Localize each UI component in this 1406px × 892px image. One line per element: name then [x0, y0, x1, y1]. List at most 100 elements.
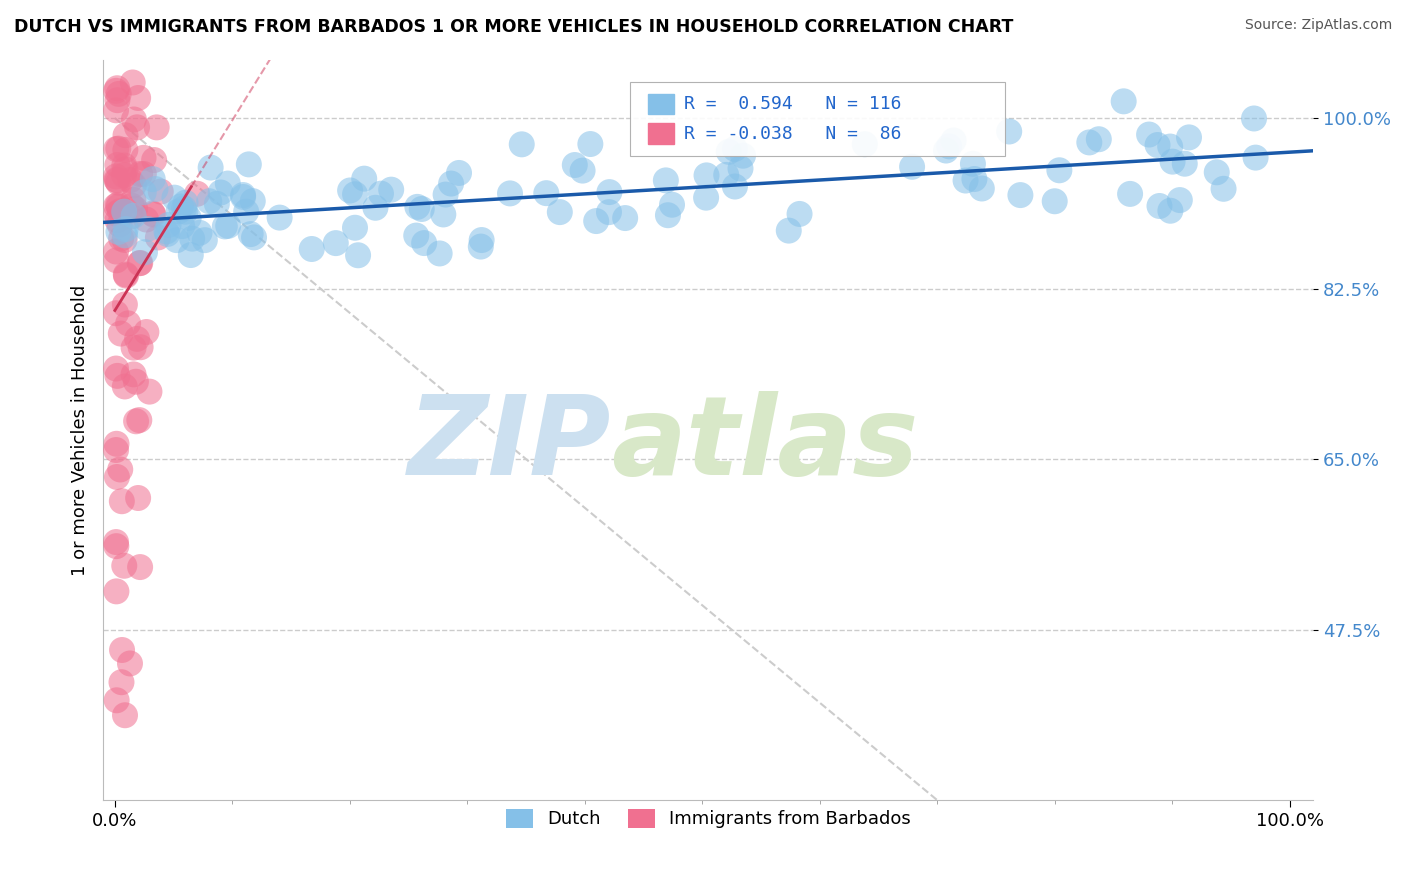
Point — [157, 218, 180, 232]
FancyBboxPatch shape — [630, 82, 1005, 156]
Point — [301, 242, 323, 256]
Point — [186, 186, 208, 201]
Point — [105, 693, 128, 707]
Point — [510, 137, 533, 152]
Point — [129, 340, 152, 354]
Point — [353, 171, 375, 186]
Point — [122, 368, 145, 382]
Point — [181, 232, 204, 246]
Point — [434, 187, 457, 202]
Point — [579, 136, 602, 151]
Point — [447, 166, 470, 180]
Point — [105, 535, 128, 549]
Point — [143, 153, 166, 167]
Point — [114, 128, 136, 143]
Point — [1149, 199, 1171, 213]
Point — [209, 186, 232, 200]
Point — [724, 142, 747, 156]
Point — [370, 186, 392, 201]
Point — [105, 584, 128, 599]
Point — [105, 169, 128, 184]
Point — [155, 224, 177, 238]
Point — [105, 361, 128, 376]
Point — [1174, 157, 1197, 171]
Point — [107, 199, 129, 213]
Point — [188, 226, 211, 240]
Point — [1244, 151, 1267, 165]
Point — [114, 162, 136, 177]
Point — [938, 139, 960, 153]
Point — [107, 176, 129, 190]
Point — [105, 81, 128, 95]
Point — [716, 168, 738, 182]
Point — [429, 246, 451, 260]
Point — [114, 379, 136, 393]
Point — [108, 204, 131, 219]
Point — [125, 120, 148, 135]
Point — [134, 245, 156, 260]
Point — [114, 268, 136, 282]
Point — [200, 161, 222, 175]
Point — [105, 199, 128, 213]
Point — [170, 199, 193, 213]
Point — [970, 181, 993, 195]
Point — [935, 144, 957, 158]
Point — [105, 213, 128, 227]
Point — [901, 160, 924, 174]
Point — [107, 198, 129, 212]
Point — [955, 173, 977, 187]
Point — [105, 173, 128, 187]
Point — [243, 230, 266, 244]
Point — [536, 186, 558, 201]
Point — [564, 158, 586, 172]
Point — [114, 143, 136, 157]
Point — [232, 190, 254, 204]
Point — [112, 168, 135, 182]
Point — [411, 202, 433, 216]
Point — [105, 437, 128, 451]
Point — [1112, 95, 1135, 109]
Point — [136, 222, 159, 236]
Point — [167, 204, 190, 219]
Point — [108, 218, 131, 232]
Point — [107, 368, 129, 383]
Point — [107, 93, 129, 107]
Point — [1088, 132, 1111, 146]
Point — [114, 222, 136, 236]
Point — [132, 151, 155, 165]
Point — [125, 414, 148, 428]
Point — [198, 194, 221, 209]
Text: Source: ZipAtlas.com: Source: ZipAtlas.com — [1244, 18, 1392, 32]
Point — [1043, 194, 1066, 209]
Point — [172, 219, 194, 233]
Point — [112, 204, 135, 219]
Point — [128, 256, 150, 270]
Point — [730, 161, 752, 176]
Point — [145, 182, 167, 196]
Legend: Dutch, Immigrants from Barbados: Dutch, Immigrants from Barbados — [498, 802, 918, 836]
Point — [115, 268, 138, 283]
Point — [853, 137, 876, 152]
Point — [135, 212, 157, 227]
Point — [661, 198, 683, 212]
Point — [107, 142, 129, 156]
Point — [174, 195, 197, 210]
Point — [217, 219, 239, 233]
Point — [413, 235, 436, 250]
Point — [1078, 136, 1101, 150]
Point — [180, 248, 202, 262]
Point — [695, 191, 717, 205]
Point — [129, 256, 152, 270]
Point — [1010, 188, 1032, 202]
Point — [598, 185, 620, 199]
Point — [125, 332, 148, 346]
Point — [120, 210, 142, 224]
Point — [110, 462, 132, 476]
Point — [114, 233, 136, 247]
Point — [142, 208, 165, 222]
Point — [406, 200, 429, 214]
Point — [105, 253, 128, 268]
Point — [110, 675, 132, 690]
Text: ZIP: ZIP — [408, 392, 612, 499]
Point — [114, 708, 136, 723]
